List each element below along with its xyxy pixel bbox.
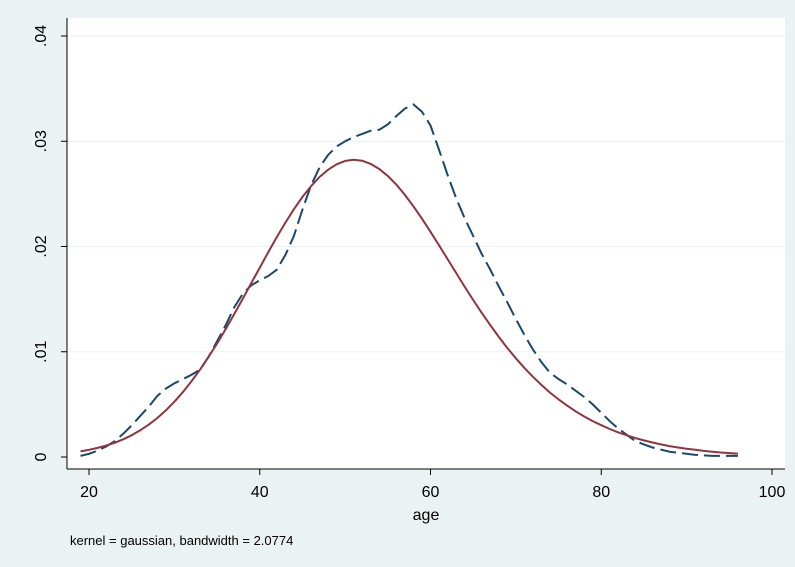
y-tick-label: .02	[33, 235, 50, 257]
x-tick-label: 40	[251, 484, 269, 501]
x-tick-label: 100	[759, 484, 786, 501]
y-tick-label: 0	[33, 452, 50, 461]
x-axis-label: age	[413, 507, 440, 524]
y-tick-label: .04	[33, 25, 50, 47]
x-tick-label: 80	[592, 484, 610, 501]
y-axis-ticks: 0 .01 .02 .03 .04	[33, 25, 67, 461]
x-tick-label: 60	[422, 484, 440, 501]
x-tick-label: 20	[80, 484, 98, 501]
normal-density-line	[80, 158, 738, 455]
chart-note: kernel = gaussian, bandwidth = 2.0774	[70, 533, 293, 548]
grid-lines	[67, 35, 785, 353]
series-layer	[80, 103, 738, 457]
y-tick-label: .01	[33, 341, 50, 363]
plot-area	[67, 18, 785, 469]
y-tick-label: .03	[33, 130, 50, 152]
x-axis-ticks: 20 40 60 80 100	[80, 469, 785, 501]
